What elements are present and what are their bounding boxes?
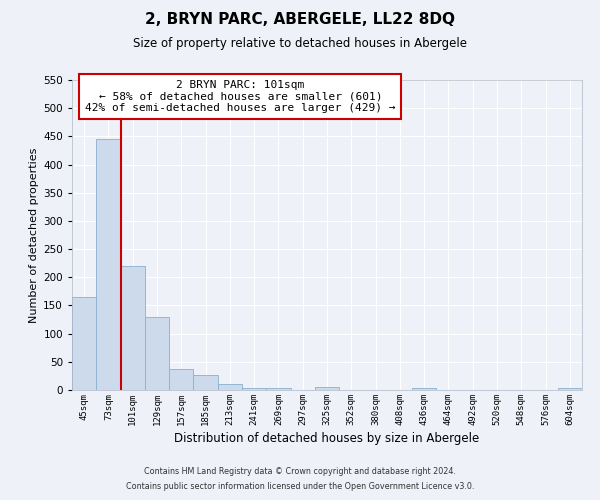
Bar [218,384,242,390]
Bar [169,369,193,390]
Text: Contains public sector information licensed under the Open Government Licence v3: Contains public sector information licen… [126,482,474,491]
Bar [315,387,339,390]
Bar [193,376,218,390]
Bar [121,266,145,390]
Y-axis label: Number of detached properties: Number of detached properties [29,148,39,322]
Text: Size of property relative to detached houses in Abergele: Size of property relative to detached ho… [133,38,467,51]
Text: 2 BRYN PARC: 101sqm
← 58% of detached houses are smaller (601)
42% of semi-detac: 2 BRYN PARC: 101sqm ← 58% of detached ho… [85,80,395,113]
Bar [96,139,121,390]
X-axis label: Distribution of detached houses by size in Abergele: Distribution of detached houses by size … [175,432,479,445]
Bar [412,388,436,390]
Bar [266,388,290,390]
Bar [145,316,169,390]
Bar [242,388,266,390]
Text: 2, BRYN PARC, ABERGELE, LL22 8DQ: 2, BRYN PARC, ABERGELE, LL22 8DQ [145,12,455,28]
Text: Contains HM Land Registry data © Crown copyright and database right 2024.: Contains HM Land Registry data © Crown c… [144,467,456,476]
Bar [72,297,96,390]
Bar [558,388,582,390]
